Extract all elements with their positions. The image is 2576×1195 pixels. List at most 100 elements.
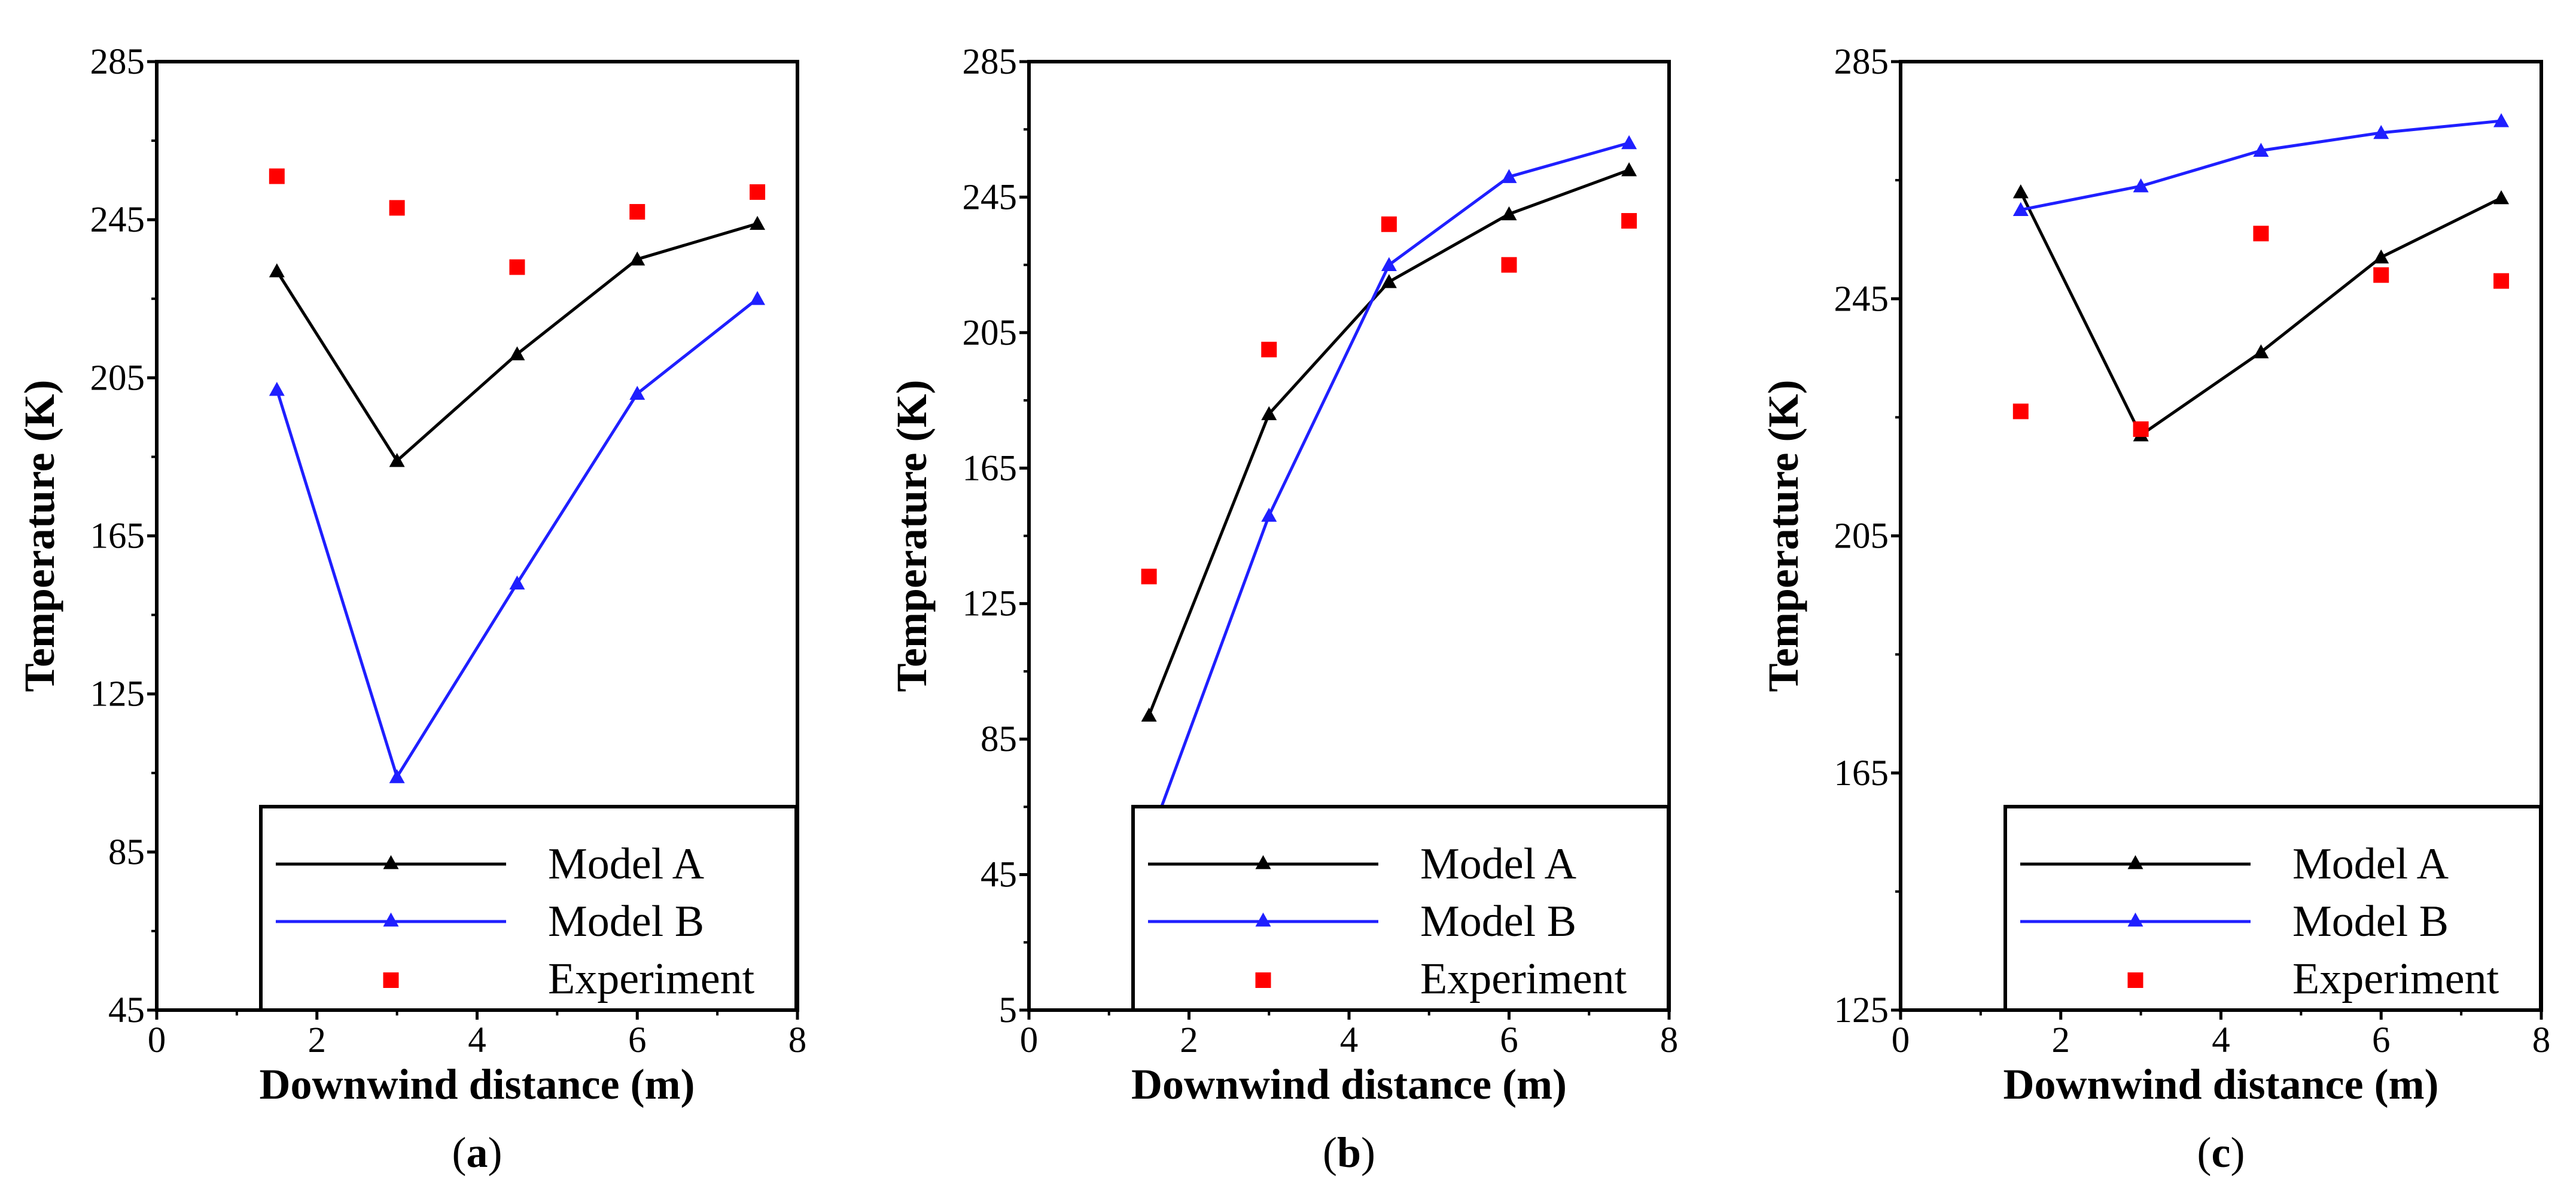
x-tick-label: 0 (1020, 1020, 1039, 1060)
x-tick-label: 8 (1660, 1020, 1679, 1060)
legend-marker-experiment (383, 972, 399, 988)
x-tick-label: 4 (468, 1020, 486, 1060)
data-point-experiment (269, 168, 285, 184)
y-axis-title: Temperature (K) (16, 380, 63, 692)
series-experiment (269, 168, 766, 275)
panel-caption-letter: b (1337, 1129, 1361, 1176)
y-tick-label: 205 (90, 358, 145, 398)
data-point-model-b (2012, 202, 2029, 217)
data-point-experiment (1261, 342, 1277, 358)
y-tick-label: 5 (999, 990, 1018, 1030)
data-point-model-a (2373, 249, 2389, 264)
data-point-experiment (2133, 421, 2149, 437)
legend-label-model-a: Model A (1420, 840, 1576, 889)
data-point-experiment (1381, 216, 1397, 232)
series-model-a (1141, 162, 1637, 722)
data-point-model-b (629, 385, 645, 400)
x-tick-label: 0 (1892, 1020, 1910, 1060)
chart-panel-c: 125 165 205 245 285 0 2 4 6 8 Downwind distance (m… (1759, 42, 2550, 1176)
legend: Model A Model B Experiment (1131, 805, 1670, 1012)
x-tick-label: 2 (308, 1020, 327, 1060)
data-point-model-b (1621, 135, 1637, 150)
y-tick-label: 45 (981, 855, 1017, 895)
series-line-model-b (1147, 141, 1630, 841)
data-point-model-b (269, 382, 285, 396)
x-tick-label: 8 (788, 1020, 807, 1060)
legend-label-model-b: Model B (2292, 897, 2449, 946)
x-tick-label: 6 (2372, 1020, 2391, 1060)
series-model-a (269, 215, 766, 467)
panel-caption: (b) (1323, 1129, 1375, 1176)
series-line-model-a (275, 222, 758, 463)
legend-label-model-b: Model B (1420, 897, 1576, 946)
data-point-experiment (629, 203, 645, 220)
legend-marker-model-a (1255, 855, 1271, 869)
legend-box (2003, 805, 2542, 1012)
legend-label-experiment: Experiment (1420, 954, 1627, 1004)
data-point-model-a (1621, 162, 1637, 177)
y-tick-label: 245 (1834, 279, 1889, 319)
panel-caption: (a) (452, 1129, 503, 1176)
y-tick-label: 125 (90, 674, 145, 714)
data-point-model-a (2493, 190, 2510, 205)
data-point-experiment (1501, 257, 1517, 273)
data-point-model-a (1501, 206, 1517, 221)
chart-panel-a: 45 85 125 165 205 245 285 0 2 4 6 8 Downwind distanc… (16, 42, 806, 1176)
legend-label-experiment: Experiment (2292, 954, 2499, 1004)
data-point-model-a (750, 215, 766, 230)
data-point-experiment (389, 200, 405, 216)
x-tick-label: 4 (2212, 1020, 2230, 1060)
legend: Model A Model B Experiment (2003, 805, 2542, 1012)
data-point-model-b (2253, 142, 2269, 157)
data-point-model-a (269, 263, 285, 278)
y-tick-label: 245 (963, 177, 1018, 217)
legend-box (259, 805, 798, 1012)
x-tick-label: 4 (1340, 1020, 1359, 1060)
y-tick-label: 125 (1834, 990, 1889, 1030)
data-point-experiment (2493, 273, 2510, 289)
series-model-b (1141, 135, 1637, 847)
series-model-a (2012, 184, 2510, 442)
legend-marker-model-a (2127, 855, 2143, 869)
x-tick-label: 6 (628, 1020, 647, 1060)
legend-marker-experiment (2127, 972, 2143, 988)
data-point-model-b (750, 291, 766, 305)
data-point-model-b (2133, 178, 2149, 193)
data-point-experiment (1141, 568, 1157, 585)
x-axis-title: Downwind distance (m) (1131, 1060, 1567, 1108)
y-axis-title: Temperature (K) (1759, 380, 1807, 692)
data-point-experiment (750, 184, 766, 200)
data-point-model-a (389, 453, 405, 467)
data-point-experiment (2012, 403, 2029, 419)
series-line-model-b (275, 297, 759, 779)
series-experiment (1141, 213, 1637, 585)
y-tick-label: 45 (108, 990, 145, 1030)
legend-marker-experiment (1255, 972, 1271, 988)
data-point-model-b (389, 769, 405, 783)
y-tick-label: 125 (963, 584, 1018, 624)
y-tick-label: 285 (1834, 42, 1889, 82)
legend-box (1131, 805, 1670, 1012)
data-point-model-a (1381, 273, 1397, 288)
legend-label-model-a: Model A (2292, 840, 2449, 889)
x-tick-label: 2 (1180, 1020, 1198, 1060)
data-point-model-a (2012, 184, 2029, 199)
legend-label-model-b: Model B (548, 897, 704, 946)
data-point-model-a (2253, 344, 2269, 358)
data-point-model-b (2373, 124, 2389, 139)
series-model-b (269, 291, 766, 783)
y-tick-label: 205 (1834, 516, 1889, 557)
y-tick-label: 205 (963, 313, 1018, 353)
data-point-experiment (2253, 226, 2269, 242)
legend-marker-model-b (1255, 913, 1271, 927)
data-point-model-a (509, 346, 525, 361)
panel-caption-letter: a (467, 1129, 488, 1176)
legend-label-model-a: Model A (548, 840, 704, 889)
x-axis-title: Downwind distance (m) (2003, 1060, 2438, 1108)
y-tick-label: 85 (981, 719, 1017, 759)
legend: Model A Model B Experiment (259, 805, 798, 1012)
y-tick-label: 285 (90, 42, 145, 82)
legend-label-experiment: Experiment (548, 954, 755, 1004)
data-point-model-a (629, 251, 645, 266)
